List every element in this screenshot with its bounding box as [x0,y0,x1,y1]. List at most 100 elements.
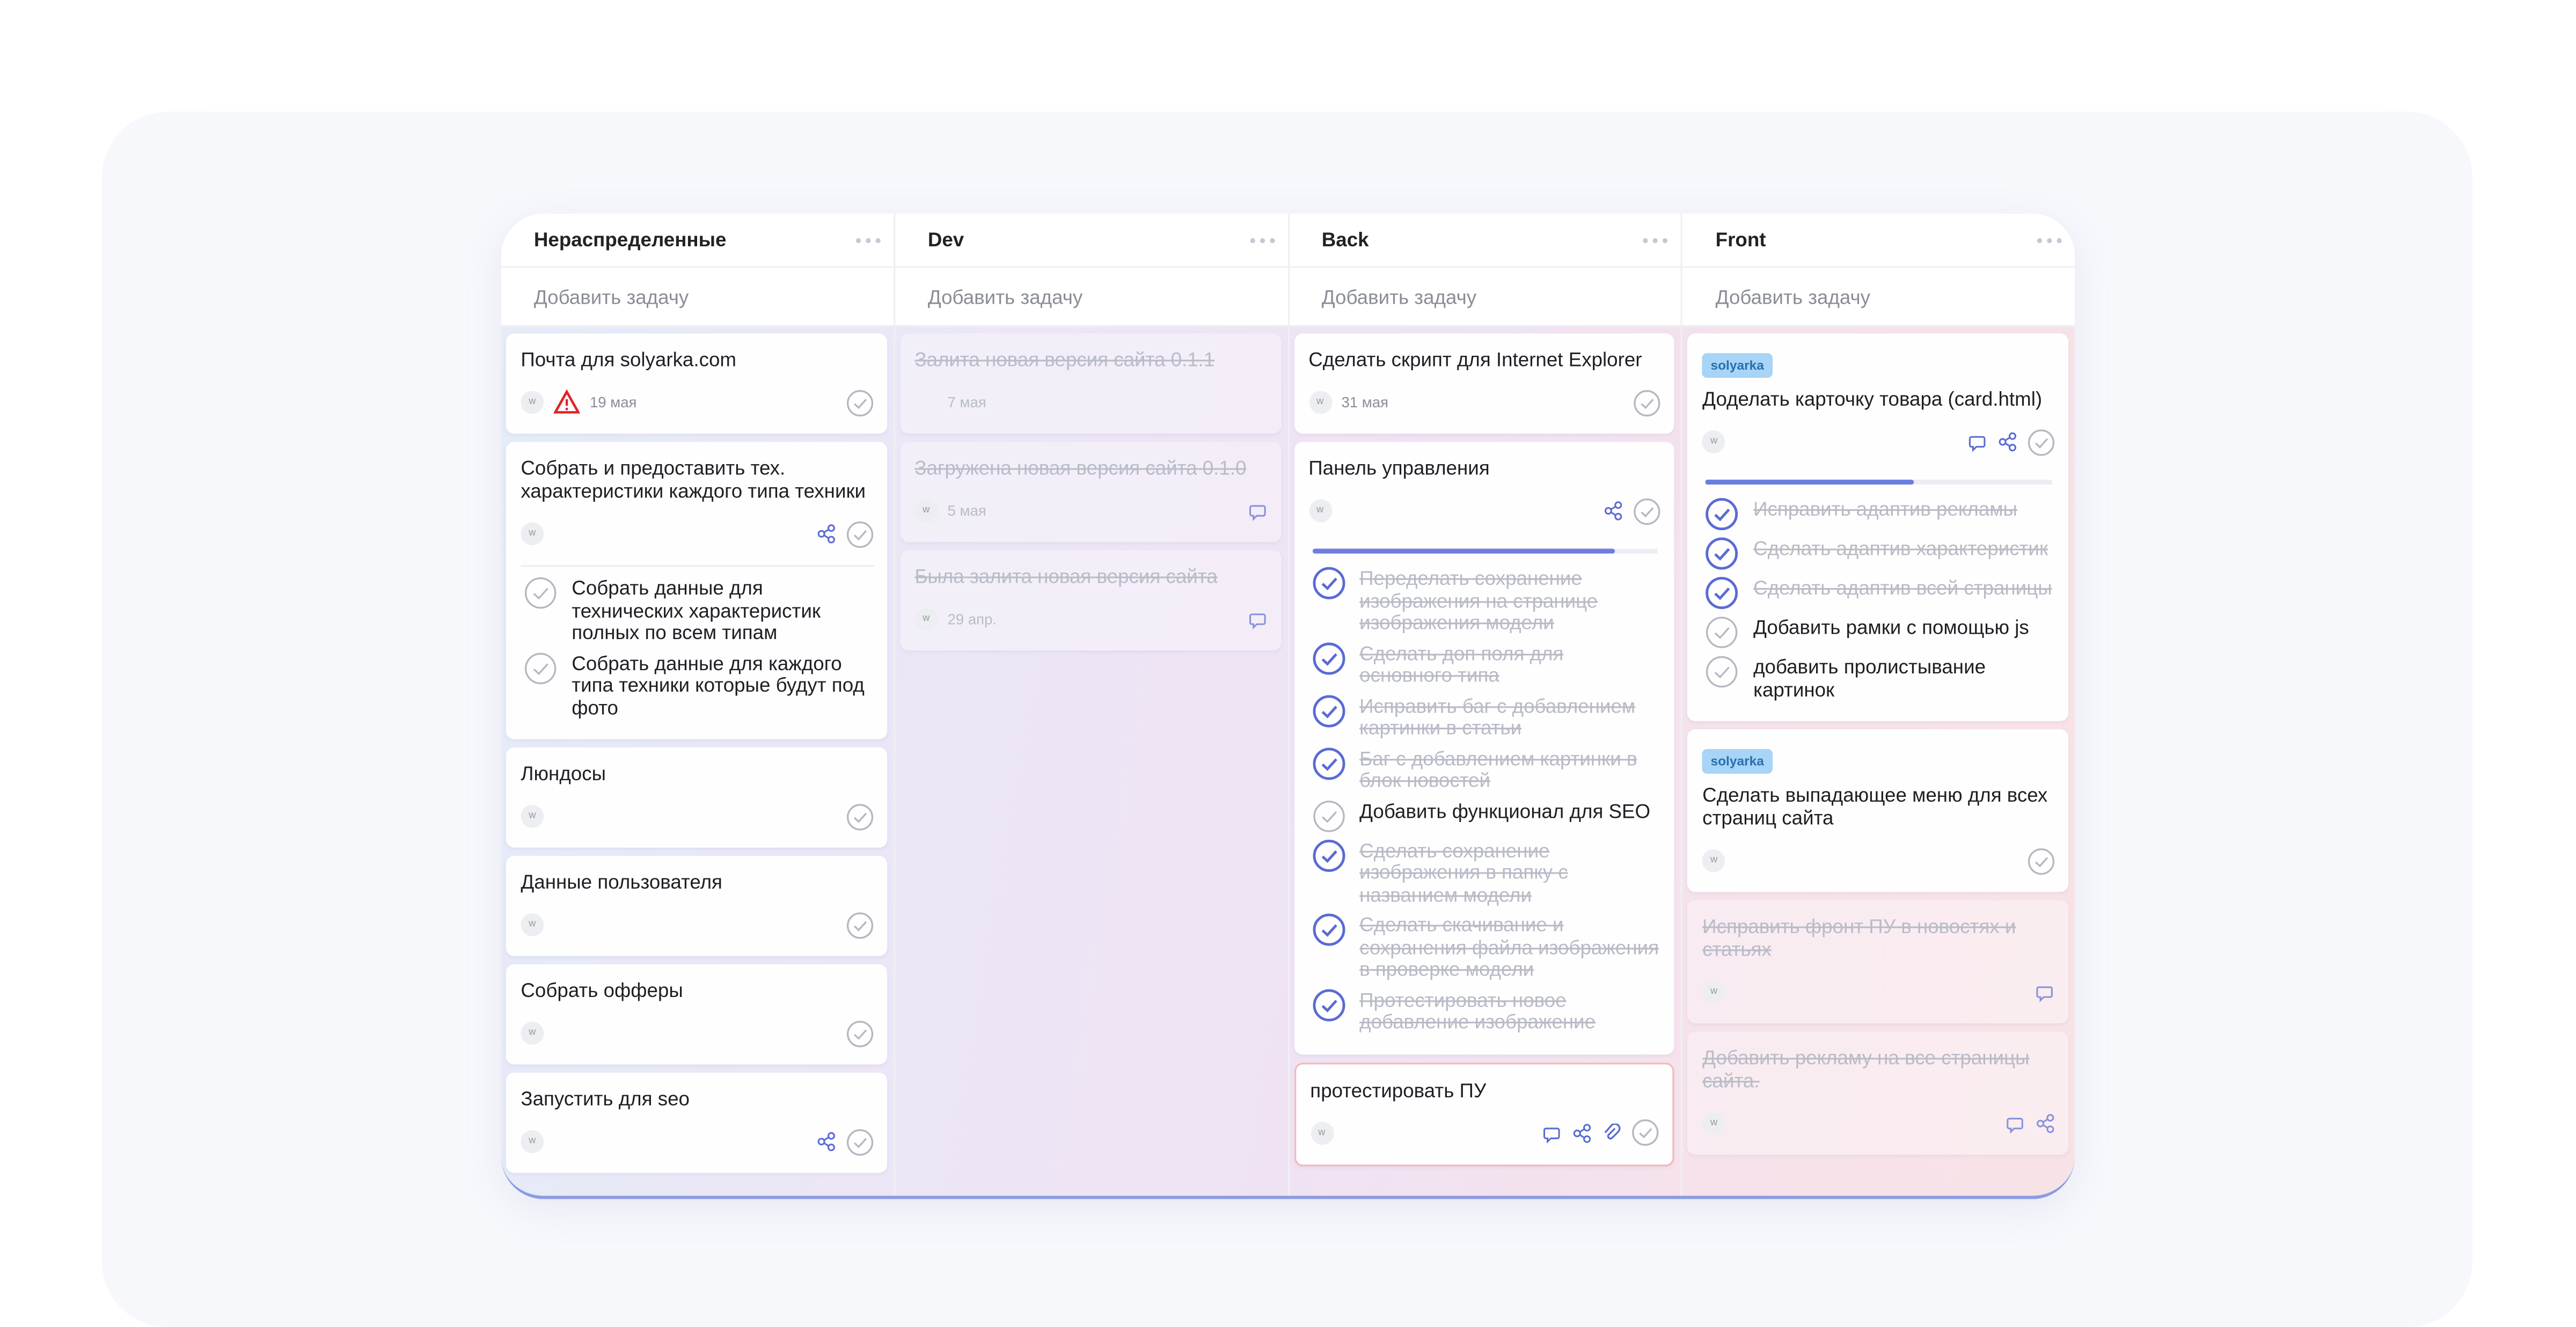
task-card[interactable]: Была залита новая версия сайта w 29 апр. [899,550,1281,651]
attach-icon[interactable] [1602,1123,1622,1142]
check-button[interactable] [846,520,874,548]
card-title: Добавить рекламу на все страницы сайта. [1702,1046,2030,1093]
comment-icon[interactable] [2006,1113,2026,1134]
task-card[interactable]: solyarka Сделать выпадающее меню для всех… [1687,729,2069,892]
share-icon[interactable] [2036,1113,2055,1133]
check-button[interactable] [1706,576,1738,610]
comment-icon[interactable] [1968,432,1988,452]
column-menu[interactable] [1249,238,1274,244]
check-button[interactable] [1312,839,1344,871]
task-card[interactable]: Запустить для seo w [506,1072,887,1173]
task-card[interactable]: Люндосы w [506,747,887,848]
check-button[interactable] [1706,498,1738,531]
card-meta: w [1702,424,2055,460]
column-menu[interactable] [855,238,881,244]
check-button[interactable] [1706,616,1738,649]
task-card[interactable]: Панель управления w Переделать сохранение… [1293,442,1675,1054]
card-list: Залита новая версия сайта 0.1.1 7 мая Загр… [895,327,1287,651]
card-title: Запустить для seo [521,1087,690,1111]
check-button[interactable] [1706,655,1738,688]
check-button[interactable] [1312,799,1344,832]
task-card[interactable]: Залита новая версия сайта 0.1.1 7 мая [899,333,1281,434]
share-icon[interactable] [1997,432,2017,452]
task-card[interactable]: Собрать и предоставить тех. характеристи… [506,442,887,739]
task-card[interactable]: Данные пользователя w [506,855,887,956]
check-button[interactable] [846,1019,874,1047]
avatar: w [521,391,544,414]
check-button[interactable] [1632,1119,1660,1147]
card-meta: w 31 мая [1308,384,1661,420]
task-card[interactable]: solyarka Доделать карточку товара (card.h… [1687,333,2069,721]
check-button[interactable] [2028,847,2055,875]
subtask: Сделать адаптив характеристик [1706,537,2055,570]
add-task[interactable]: Добавить задачу [1682,267,2075,327]
check-button[interactable] [1634,388,1662,416]
column: Front Добавить задачу solyarka Доделать кар… [1681,213,2075,1196]
comment-icon[interactable] [2036,983,2055,1002]
subtask: Собрать данные для каждого типа техники … [524,651,874,720]
avatar: w [1702,980,1726,1004]
check-button[interactable] [846,388,874,416]
check-button[interactable] [1312,567,1344,599]
add-task[interactable]: Добавить задачу [895,267,1287,327]
share-icon[interactable] [1604,501,1623,521]
card-meta: 7 мая [914,384,1267,420]
due-date: 29 апр. [947,611,997,628]
subtask: Сделать доп поля для основного типа [1312,641,1661,687]
check-button[interactable] [1312,694,1344,727]
column-header: Нераспределенные [501,213,894,268]
avatar: w [1702,849,1726,873]
share-icon[interactable] [1572,1123,1592,1142]
progress-fill [1706,479,1914,485]
add-task[interactable]: Добавить задачу [1289,267,1681,327]
check-button[interactable] [846,911,874,939]
check-button[interactable] [1634,497,1662,525]
check-button[interactable] [1312,641,1344,675]
check-button[interactable] [846,1128,874,1156]
column-menu[interactable] [1643,238,1668,244]
check-button[interactable] [1312,988,1344,1021]
due-date: 5 мая [947,502,986,519]
check-button[interactable] [2028,428,2055,456]
task-card[interactable]: Собрать офферы w [506,964,887,1065]
check-button[interactable] [524,576,557,609]
column-header: Dev [895,213,1287,268]
subtask: Исправить баг с добавлением картинки в с… [1312,694,1661,740]
task-card[interactable]: протестировать ПУ w [1293,1062,1675,1165]
task-card[interactable]: Загружена новая версия сайта 0.1.0 w 5 мая [899,442,1281,542]
card-meta: w [521,798,873,834]
subtask: Баг с добавлением картинки в блок новост… [1312,746,1661,793]
comment-icon[interactable] [1543,1123,1563,1143]
subtask-text: добавить пролистывание картинок [1753,655,1986,701]
check-button[interactable] [846,802,874,830]
subtask-text: Протестировать новое добавление изображе… [1359,988,1596,1033]
check-button[interactable] [1312,746,1344,779]
column: Dev Добавить задачу Залита новая версия са… [893,213,1287,1196]
kanban-board: Нераспределенные Добавить задачу Почта для… [501,213,2075,1199]
dot [855,238,861,244]
subtask: Исправить адаптив рекламы [1706,498,2055,531]
dot [1259,238,1264,244]
comment-icon[interactable] [1248,610,1268,629]
task-card[interactable]: Добавить рекламу на все страницы сайта. w [1687,1031,2069,1155]
check-button[interactable] [524,651,557,684]
column-title: Front [1715,228,1766,252]
card-list: Почта для solyarka.com w 19 мая Собрать и … [501,327,894,1173]
column-menu[interactable] [2037,238,2062,244]
check-button[interactable] [1312,913,1344,946]
share-icon[interactable] [816,1132,836,1152]
subtask: Добавить функционал для SEO [1312,799,1661,832]
subtask: добавить пролистывание картинок [1706,655,2055,701]
progress-fill [1312,548,1615,554]
card-meta: w 5 мая [914,493,1267,529]
subtask: Протестировать новое добавление изображе… [1312,988,1661,1034]
subtask-text: Собрать данные для каждого типа техники … [572,651,865,719]
task-card[interactable]: Почта для solyarka.com w 19 мая [506,333,887,434]
add-task[interactable]: Добавить задачу [501,267,894,327]
check-button[interactable] [1706,537,1738,570]
share-icon[interactable] [816,524,836,544]
task-card[interactable]: Исправить фронт ПУ в новостях и статьях w [1687,900,2069,1024]
comment-icon[interactable] [1248,501,1268,521]
task-card[interactable]: Сделать скрипт для Internet Explorer w 31 … [1293,333,1675,434]
dot [1249,238,1255,244]
